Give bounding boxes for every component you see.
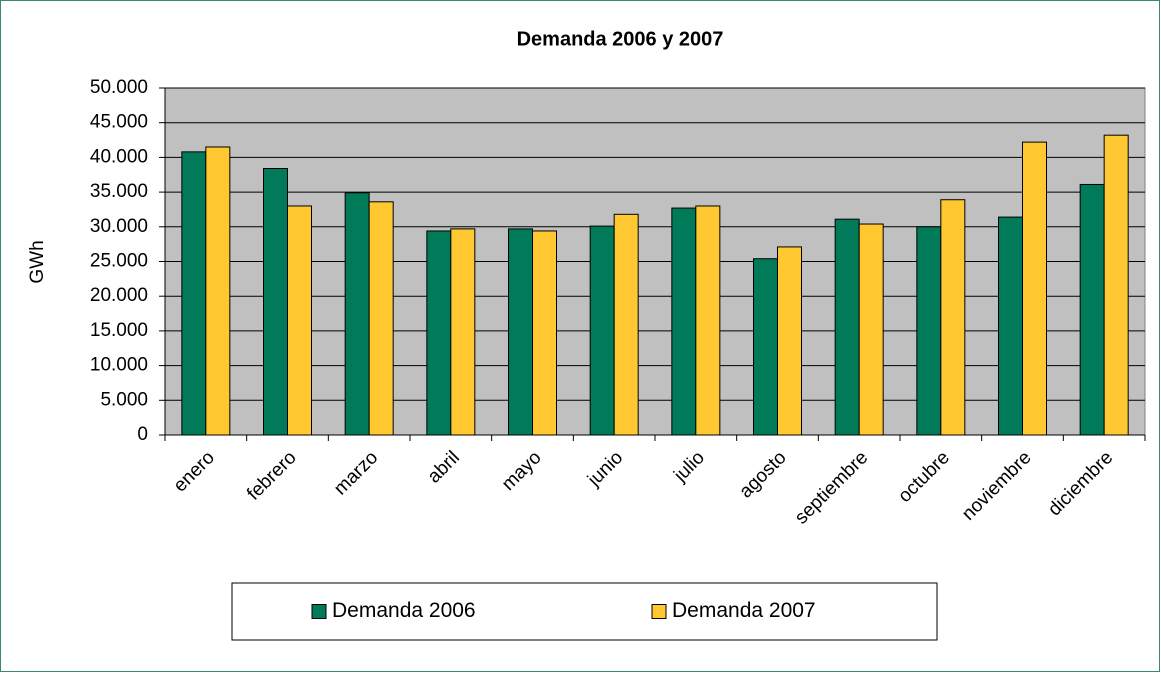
y-tick-label: 0 (137, 424, 148, 445)
y-tick-label: 10.000 (90, 355, 148, 376)
bar (589, 225, 615, 436)
y-tick-label: 5.000 (100, 389, 148, 410)
y-axis-label: GWh (27, 240, 48, 283)
bar (940, 199, 966, 436)
bar (450, 228, 476, 436)
bar (1079, 183, 1105, 436)
bar (998, 216, 1023, 436)
bar (181, 151, 207, 436)
y-tick-label: 30.000 (90, 216, 148, 237)
bar (858, 223, 884, 436)
legend-label: Demanda 2007 (672, 599, 816, 622)
bar (777, 246, 802, 436)
bar (671, 207, 697, 436)
chart-title: Demanda 2006 y 2007 (517, 28, 724, 50)
y-tick-label: 50.000 (90, 77, 148, 98)
bar (287, 205, 312, 436)
legend-label: Demanda 2006 (332, 599, 476, 622)
bar (426, 230, 452, 436)
bar (205, 146, 231, 436)
y-tick-label: 20.000 (90, 285, 148, 306)
legend-box (231, 582, 938, 641)
y-tick-label: 40.000 (90, 146, 148, 167)
bar (1103, 134, 1129, 436)
y-tick-label: 15.000 (90, 320, 148, 341)
bar (695, 205, 721, 436)
y-tick-label: 35.000 (90, 181, 148, 202)
bar (916, 226, 942, 436)
legend-swatch (311, 604, 327, 619)
bar (263, 168, 288, 436)
legend-swatch (651, 604, 667, 619)
y-tick-label: 25.000 (90, 251, 148, 272)
bar (532, 230, 557, 436)
bar (1022, 141, 1047, 436)
bar (508, 228, 533, 436)
y-tick-label: 45.000 (90, 112, 148, 133)
bar (753, 258, 778, 436)
bar (368, 201, 394, 436)
bar (834, 218, 860, 436)
bar (613, 213, 639, 436)
bar (344, 192, 370, 436)
